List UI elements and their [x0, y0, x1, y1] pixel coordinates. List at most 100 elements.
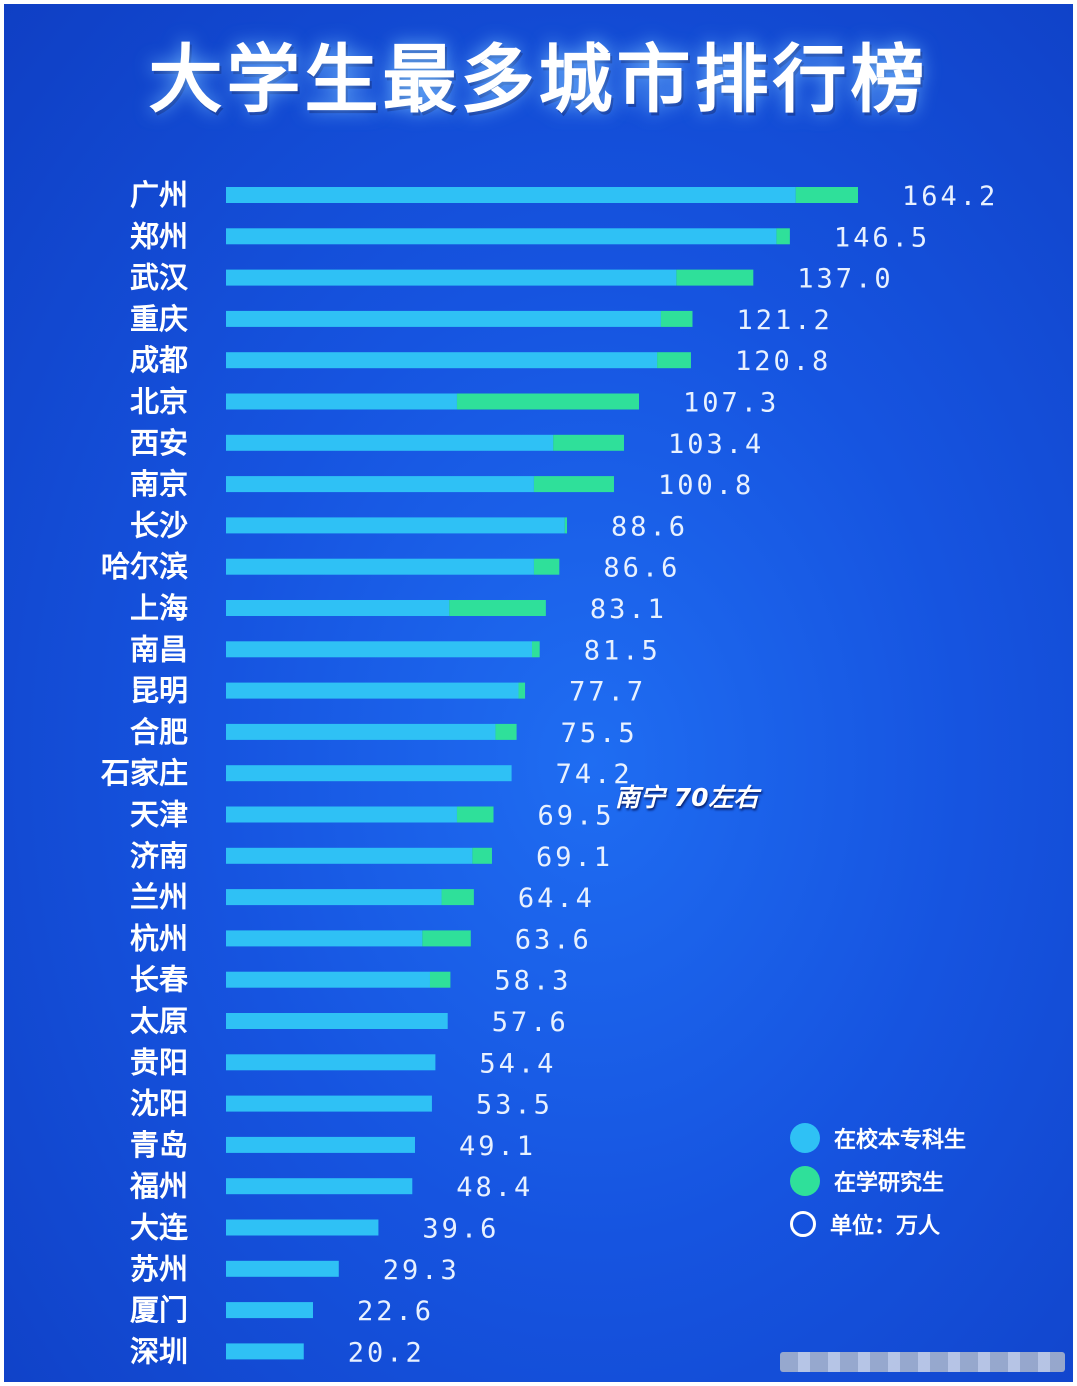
city-label: 大连 — [130, 1211, 189, 1245]
city-label: 西安 — [130, 426, 188, 460]
legend-item-graduate: 在学研究生 — [790, 1159, 966, 1202]
city-label: 长春 — [130, 963, 189, 997]
city-label: 重庆 — [130, 302, 188, 336]
city-label: 南昌 — [130, 632, 188, 666]
city-label: 天津 — [130, 798, 188, 832]
value-label: 103.4 — [668, 429, 764, 460]
bar-graduate — [456, 393, 639, 410]
legend-item-unit: 单位：万人 — [790, 1202, 966, 1245]
city-label: 济南 — [130, 839, 188, 873]
value-label: 29.3 — [383, 1255, 460, 1286]
value-label: 53.5 — [476, 1090, 553, 1121]
bar-undergrad — [226, 352, 658, 369]
legend-label-undergrad: 在校本专科生 — [834, 1127, 967, 1153]
value-label: 74.2 — [556, 759, 633, 790]
bar-graduate — [441, 889, 474, 906]
value-label: 75.5 — [561, 718, 638, 749]
blurred-watermark — [780, 1352, 1065, 1372]
bar-undergrad — [226, 187, 796, 203]
bar-graduate — [657, 352, 691, 369]
bar-undergrad — [226, 806, 457, 823]
bar-graduate — [449, 600, 546, 616]
filled-circle-icon — [790, 1122, 820, 1153]
legend: 在校本专科生 在学研究生 单位：万人 — [790, 1116, 966, 1245]
city-label: 南京 — [130, 467, 188, 501]
city-label: 郑州 — [130, 219, 188, 253]
bar-undergrad — [226, 269, 677, 286]
value-label: 88.6 — [611, 511, 688, 542]
bar-graduate — [456, 806, 494, 823]
annotation-label: 南宁 70左右 — [615, 783, 759, 812]
city-label: 杭州 — [130, 921, 188, 955]
bar-undergrad — [226, 1013, 448, 1029]
bar-undergrad — [226, 1178, 413, 1195]
city-label: 贵阳 — [130, 1045, 188, 1079]
value-label: 86.6 — [603, 553, 680, 584]
bar-graduate — [533, 476, 614, 493]
bar-undergrad — [226, 1054, 436, 1071]
value-label: 69.1 — [536, 842, 613, 873]
value-label: 20.2 — [348, 1337, 425, 1368]
city-label: 厦门 — [130, 1293, 188, 1327]
bar-undergrad — [226, 971, 430, 988]
bar-graduate — [564, 517, 568, 534]
bar-graduate — [495, 723, 517, 740]
city-label: 广州 — [130, 178, 188, 212]
value-label: 137.0 — [797, 264, 893, 295]
bar-undergrad — [226, 476, 534, 493]
value-label: 54.4 — [479, 1048, 556, 1079]
bar-undergrad — [226, 1219, 379, 1236]
city-label: 成都 — [130, 343, 188, 377]
bar-graduate — [429, 971, 451, 988]
bar-graduate — [533, 558, 560, 575]
value-label: 64.4 — [518, 883, 595, 914]
bar-undergrad — [226, 723, 496, 740]
value-label: 107.3 — [683, 388, 779, 419]
city-label: 合肥 — [130, 715, 188, 749]
bar-undergrad — [226, 600, 450, 616]
value-label: 22.6 — [357, 1296, 434, 1327]
city-label: 武汉 — [130, 261, 189, 295]
bar-graduate — [553, 434, 624, 451]
city-label: 苏州 — [130, 1252, 188, 1286]
legend-label-unit: 单位：万人 — [830, 1213, 941, 1239]
legend-label-graduate: 在学研究生 — [834, 1170, 945, 1196]
value-label: 49.1 — [459, 1131, 536, 1162]
bar-graduate — [795, 187, 858, 203]
legend-item-undergrad: 在校本专科生 — [790, 1116, 966, 1159]
city-label: 昆明 — [130, 674, 188, 708]
city-label: 哈尔滨 — [101, 550, 188, 584]
city-label: 青岛 — [130, 1128, 188, 1162]
chart-title: 大学生最多城市排行榜 — [148, 37, 929, 123]
city-label: 太原 — [130, 1004, 188, 1038]
city-label: 福州 — [129, 1169, 188, 1203]
city-label: 上海 — [130, 591, 188, 625]
bar-graduate — [472, 847, 492, 864]
value-label: 57.6 — [492, 1007, 569, 1038]
city-label: 石家庄 — [100, 756, 188, 790]
bar-undergrad — [226, 1343, 304, 1360]
bar-undergrad — [226, 641, 532, 658]
city-label: 沈阳 — [130, 1087, 188, 1121]
bar-graduate — [776, 228, 790, 245]
bar-graduate — [531, 641, 540, 658]
bar-undergrad — [226, 393, 457, 410]
filled-circle-icon — [790, 1165, 820, 1196]
bar-undergrad — [226, 517, 565, 534]
bar-undergrad — [226, 1260, 339, 1277]
bar-graduate — [676, 269, 754, 286]
value-label: 83.1 — [590, 594, 667, 625]
value-label: 120.8 — [735, 346, 831, 377]
value-label: 39.6 — [422, 1214, 499, 1245]
bars-layer: 广州 164.2 郑州 146.5 武汉 137.0 重庆 121.2 成都 120.8 北京 107… — [100, 178, 995, 1368]
bar-undergrad — [226, 1302, 313, 1319]
value-label: 121.2 — [736, 305, 832, 336]
city-label: 长沙 — [130, 508, 188, 542]
empty-circle-icon — [790, 1210, 816, 1237]
value-label: 48.4 — [456, 1172, 533, 1203]
bar-undergrad — [226, 434, 554, 451]
value-label: 63.6 — [515, 924, 592, 955]
bar-undergrad — [226, 930, 423, 947]
bar-undergrad — [226, 682, 519, 699]
